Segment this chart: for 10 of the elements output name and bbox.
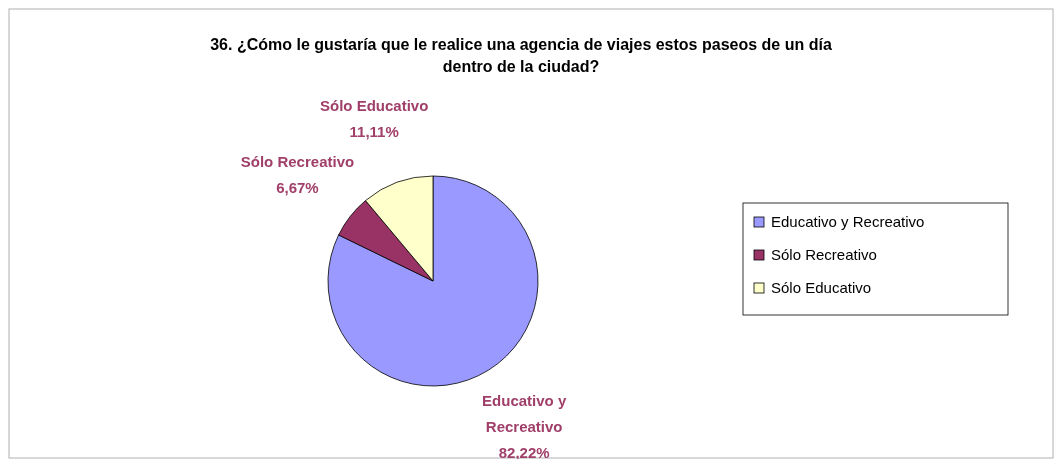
data-label: 6,67% — [276, 179, 319, 197]
slice-label: Sólo Educativo — [320, 97, 429, 115]
chart-title: 36. ¿Cómo le gustaría que le realice una agencia de viajes estos paseos de un día dentro de la ciudad? — [210, 36, 832, 75]
legend-label: Sólo Educativo — [771, 279, 872, 296]
pie-slice — [327, 175, 539, 387]
legend-label: Educativo y Recreativo — [771, 213, 925, 230]
data-label: 11,11% — [349, 123, 399, 141]
legend-label: Sólo Recreativo — [771, 246, 877, 263]
slice-label: Educativo y Recreativo — [482, 391, 567, 435]
slice-label: Sólo Recreativo — [240, 153, 355, 171]
